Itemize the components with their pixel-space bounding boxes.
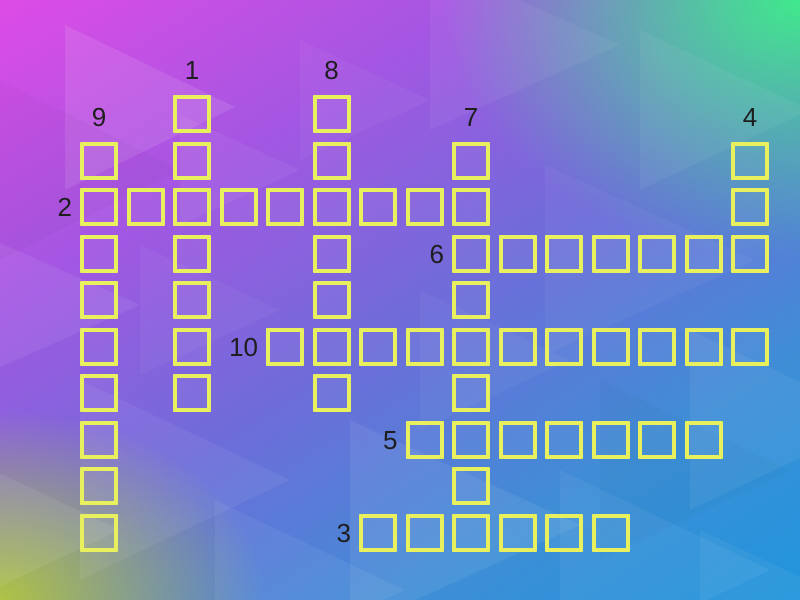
crossword-cell[interactable] <box>312 141 351 180</box>
clue-number-label: 5 <box>383 424 398 455</box>
crossword-cell[interactable] <box>219 188 258 226</box>
crossword-cell[interactable] <box>452 188 490 226</box>
crossword-cell[interactable] <box>80 513 118 552</box>
clue-number-label: 9 <box>91 101 107 132</box>
crossword-cell[interactable] <box>405 327 444 366</box>
crossword-cell[interactable] <box>545 513 583 552</box>
crossword-cell[interactable] <box>312 281 351 319</box>
clue-number-label: 10 <box>229 331 258 362</box>
crossword-cell[interactable] <box>545 234 583 273</box>
crossword-cell[interactable] <box>266 327 304 366</box>
crossword-cell[interactable] <box>452 374 490 412</box>
crossword-cell[interactable] <box>638 234 676 273</box>
crossword-cell[interactable] <box>173 141 211 180</box>
crossword-cell[interactable] <box>312 234 351 273</box>
crossword-cell[interactable] <box>731 188 769 226</box>
crossword-cell[interactable] <box>312 327 351 366</box>
crossword-cell[interactable] <box>452 234 490 273</box>
crossword-cell[interactable] <box>452 141 490 180</box>
clue-number-label: 8 <box>324 55 339 85</box>
crossword-cell[interactable] <box>80 467 118 505</box>
crossword-cell[interactable] <box>312 188 351 226</box>
crossword-cell[interactable] <box>731 141 769 180</box>
crossword-cell[interactable] <box>126 188 165 226</box>
crossword-cell[interactable] <box>80 327 118 366</box>
crossword-cell[interactable] <box>359 188 397 226</box>
crossword-cell[interactable] <box>638 420 676 459</box>
crossword-cell[interactable] <box>80 420 118 459</box>
crossword-cell[interactable] <box>312 374 351 412</box>
clue-number-label: 1 <box>184 55 200 85</box>
clue-number-label: 7 <box>463 101 479 132</box>
crossword-cell[interactable] <box>359 513 397 552</box>
crossword-cell[interactable] <box>638 327 676 366</box>
crossword-cell[interactable] <box>405 420 444 459</box>
crossword-cell[interactable] <box>684 234 723 273</box>
crossword-cell[interactable] <box>684 327 723 366</box>
clue-number-label: 2 <box>57 192 72 222</box>
crossword-cell[interactable] <box>80 374 118 412</box>
clue-number-label: 4 <box>742 101 758 132</box>
crossword-cell[interactable] <box>405 513 444 552</box>
crossword-cell[interactable] <box>545 327 583 366</box>
crossword-cell[interactable] <box>173 95 211 133</box>
crossword-cell[interactable] <box>452 513 490 552</box>
crossword-cell[interactable] <box>731 234 769 273</box>
crossword-cell[interactable] <box>591 327 630 366</box>
crossword-cell[interactable] <box>80 281 118 319</box>
crossword-cell[interactable] <box>173 281 211 319</box>
crossword-cell[interactable] <box>591 513 630 552</box>
crossword-cell[interactable] <box>452 327 490 366</box>
crossword-cell[interactable] <box>684 420 723 459</box>
crossword-cell[interactable] <box>452 281 490 319</box>
crossword-cell[interactable] <box>405 188 444 226</box>
crossword-cell[interactable] <box>80 141 118 180</box>
crossword-cell[interactable] <box>173 327 211 366</box>
crossword-cell[interactable] <box>498 234 537 273</box>
crossword-cell[interactable] <box>498 327 537 366</box>
crossword-cell[interactable] <box>591 420 630 459</box>
clue-number-label: 6 <box>429 238 444 269</box>
crossword-cell[interactable] <box>498 513 537 552</box>
crossword-cell[interactable] <box>498 420 537 459</box>
crossword-cell[interactable] <box>591 234 630 273</box>
crossword-cell[interactable] <box>359 327 397 366</box>
crossword-cell[interactable] <box>80 234 118 273</box>
clue-number-label: 3 <box>336 517 351 548</box>
crossword-cell[interactable] <box>173 234 211 273</box>
crossword-cell[interactable] <box>731 327 769 366</box>
crossword-cell[interactable] <box>80 188 118 226</box>
crossword-cell[interactable] <box>452 420 490 459</box>
crossword-cell[interactable] <box>312 95 351 133</box>
crossword-cell[interactable] <box>266 188 304 226</box>
crossword-cell[interactable] <box>452 467 490 505</box>
crossword-cell[interactable] <box>173 374 211 412</box>
crossword-cell[interactable] <box>545 420 583 459</box>
crossword-cell[interactable] <box>173 188 211 226</box>
